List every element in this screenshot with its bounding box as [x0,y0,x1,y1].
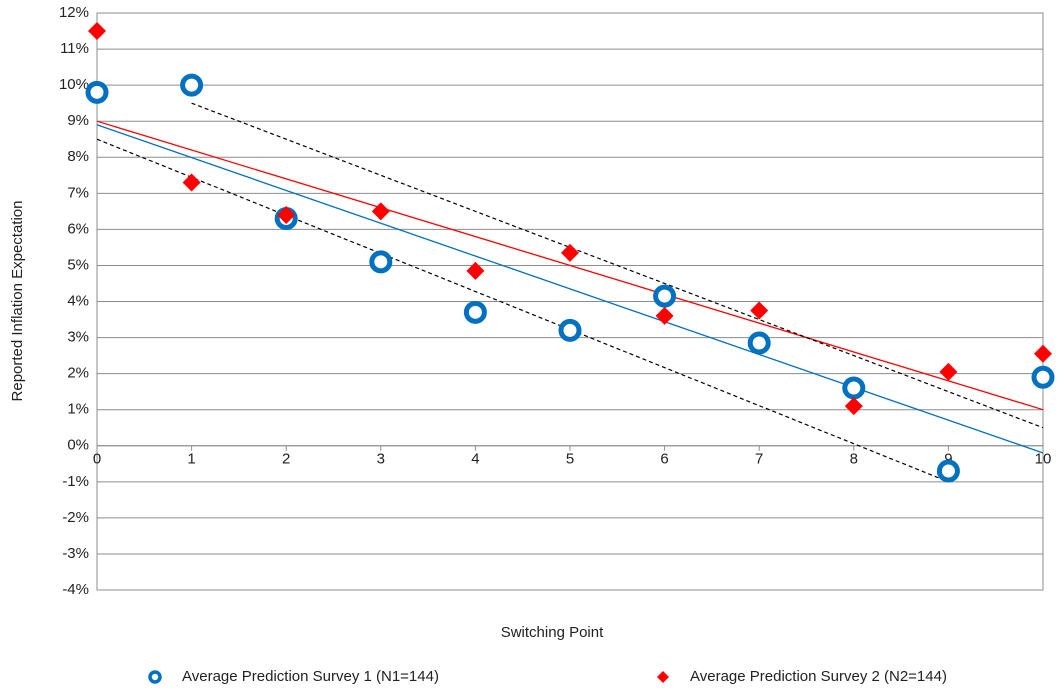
circle-marker [558,318,582,342]
x-tick-label: 5 [566,451,574,468]
x-tick-label: 2 [282,451,290,468]
diamond-marker [466,261,485,280]
x-tick-label: 0 [93,451,101,468]
y-axis-title: Reported Inflation Expectation [9,201,26,402]
legend-marker [657,671,669,683]
x-axis-title: Switching Point [501,624,604,641]
circle-marker [747,331,771,355]
legend-label: Average Prediction Survey 1 (N1=144) [182,668,439,685]
y-tick-label: -4% [62,581,89,598]
circle-marker [85,80,109,104]
x-tick-label: 1 [187,451,195,468]
diamond-marker [1034,344,1052,363]
x-tick-label: 8 [850,451,858,468]
diamond-marker [655,306,674,325]
y-tick-label: 1% [67,401,89,418]
y-tick-label: 6% [67,220,89,237]
diamond-marker [371,202,390,221]
y-tick-label: 5% [67,256,89,273]
circle-marker [653,284,677,308]
y-tick-label: 7% [67,184,89,201]
y-tick-label: -3% [62,545,89,562]
circle-marker [842,376,866,400]
x-tick-label: 6 [660,451,668,468]
y-tick-label: -1% [62,473,89,490]
diamond-marker [750,301,769,320]
y-tick-label: 10% [59,76,89,93]
legend-marker [148,670,162,684]
trendline [96,120,1044,411]
circle-marker [369,250,393,274]
diamond-marker [561,243,579,262]
y-tick-label: -2% [62,509,89,526]
y-tick-label: 4% [67,292,89,309]
x-tick-label: 7 [755,451,763,468]
x-tick-label: 9 [944,451,952,468]
plot-frame [96,12,1044,591]
diamond-marker [939,362,958,381]
diamond-marker [844,397,863,416]
legend-label: Average Prediction Survey 2 (N2=144) [690,668,947,685]
trendline [96,124,1044,454]
circle-marker [936,459,960,483]
y-tick-label: 12% [59,4,89,21]
y-tick-label: 0% [67,437,89,454]
y-tick-label: 2% [67,365,89,382]
y-tick-label: 8% [67,148,89,165]
y-tick-label: 11% [60,40,89,57]
circle-marker [463,300,487,324]
circle-marker [180,73,204,97]
diamond-marker [182,173,201,192]
y-tick-label: 9% [67,112,89,129]
y-tick-label: 3% [67,329,89,346]
circle-marker [1031,365,1055,389]
trendline [96,138,949,483]
diamond-marker [277,205,296,224]
trendline [191,102,1044,429]
x-tick-label: 3 [377,451,385,468]
x-tick-label: 4 [471,451,479,468]
diamond-marker [88,22,106,41]
x-tick-label: 10 [1035,451,1052,468]
